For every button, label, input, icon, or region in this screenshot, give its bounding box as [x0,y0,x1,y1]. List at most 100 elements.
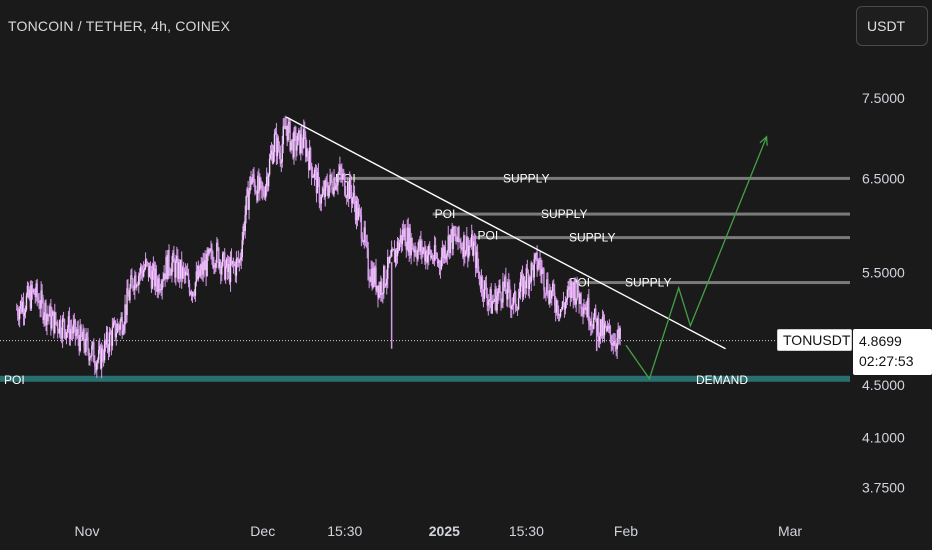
candle-body [44,302,46,317]
candle-body [476,251,479,267]
candle-body [213,265,215,268]
candle-body [78,338,80,351]
candle-body [414,249,416,253]
candle-body [24,309,27,313]
candle-body [16,309,19,316]
candle-body [250,177,252,185]
candle-body [102,358,105,361]
candle-body [387,257,389,279]
projection-path[interactable] [625,136,768,381]
candle-body [277,137,280,151]
candle-body [409,228,411,256]
candle-body [183,270,186,276]
candle-body [352,192,355,198]
candle-body [19,301,22,309]
candle-body [231,260,234,264]
candle-body [72,324,75,334]
candle-body [297,133,299,146]
candle-body [560,309,563,311]
candle-body [234,264,237,276]
candle-body [84,346,86,352]
candle-body [310,163,313,177]
candle-body [388,257,391,263]
candle-body [94,362,96,367]
candle-body [525,268,528,289]
candle-body [188,283,191,294]
time-tick-label: Dec [250,523,275,539]
candle-body [305,137,307,157]
candle-body [55,312,57,323]
candle-body [577,280,579,296]
candle-body [131,275,133,280]
candle-body [523,276,526,287]
candle-body [528,277,531,290]
candle-body [284,125,286,130]
candle-body [79,325,81,351]
candle-body [144,259,147,269]
candle-body [572,288,574,301]
candle-body [87,337,89,350]
candle-body [479,283,482,289]
candle-body [526,268,529,273]
candle-body [23,312,26,316]
candle-body [399,235,402,243]
candle-body [315,169,318,194]
candle-body [17,315,20,320]
candle-body [296,145,298,151]
candle-body [115,332,117,338]
candle-body [206,249,208,277]
candle-body [371,269,373,288]
candle-body [165,256,167,280]
candle-body [517,298,520,310]
candle-body [40,290,42,309]
candle-body [83,329,85,347]
candle-body [467,236,469,258]
candle-body [490,289,492,314]
candle-body [471,234,474,256]
candle-body [422,250,424,254]
candle-body [358,207,361,211]
candle-body [65,332,68,339]
time-axis[interactable]: Nov Dec 15:30 2025 15:30 Feb Mar [75,523,803,539]
candle-body [48,315,50,317]
candle-body [432,260,435,262]
candle-body [146,262,149,264]
candles-layer [16,115,621,379]
candle-body [100,348,103,369]
candle-body [160,289,162,291]
candle-body [439,266,442,269]
candle-body [172,253,174,263]
candle-body [105,332,108,345]
candle-body [602,316,605,336]
candle-body [553,292,556,306]
candle-body [50,306,52,329]
candle-body [563,305,566,310]
candle-body [362,241,365,243]
currency-button[interactable]: USDT [856,6,928,46]
candle-body [616,337,618,350]
candle-body [162,279,164,282]
candle-body [196,271,199,280]
candle-body [89,356,91,361]
candle-body [317,172,320,180]
candle-body [583,308,585,315]
candle-body [237,258,240,263]
candle-body [551,290,553,299]
candle-body [452,227,454,250]
candle-body [141,271,144,277]
candle-body [534,254,536,260]
candle-body [449,235,451,254]
candle-body [27,285,30,298]
candle-body [119,321,121,330]
poi-label: POI [478,229,499,243]
candle-body [60,335,63,339]
price-axis[interactable]: 7.5000 6.5000 5.5000 4.5000 4.1000 3.7500 [862,90,905,495]
candle-body [543,269,545,291]
descending-trendline[interactable] [285,116,726,350]
candle-body [302,145,304,148]
candle-body [327,190,329,197]
candle-body [441,248,444,258]
candle-body [488,299,490,302]
candle-body [524,286,527,289]
